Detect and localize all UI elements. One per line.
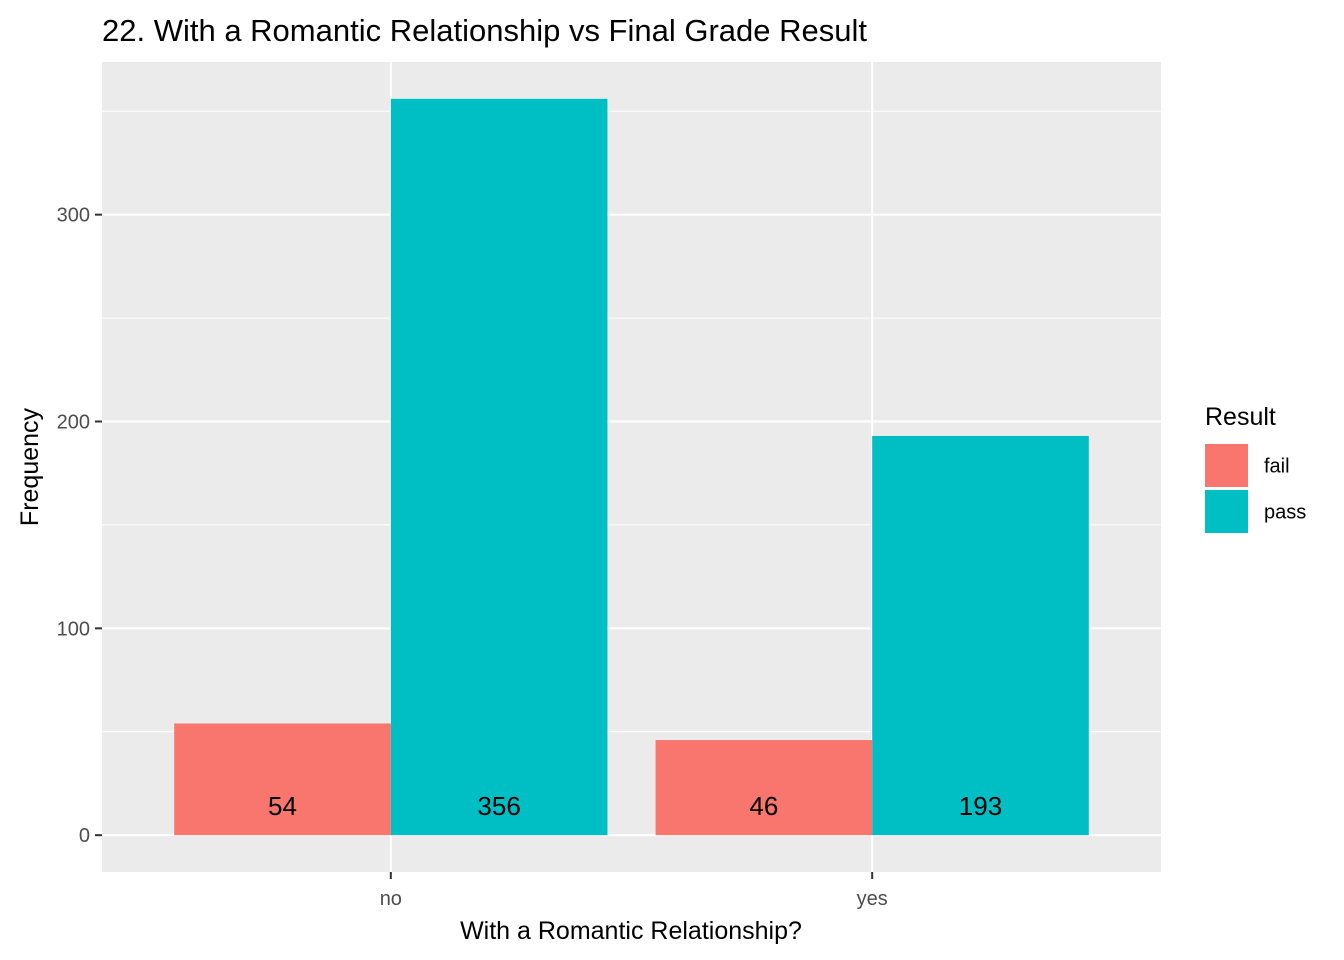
x-tick-label-no: no [380,888,402,910]
legend-key-fail [1205,444,1248,487]
y-tick-label: 0 [79,825,90,847]
x-axis-title: With a Romantic Relationship? [460,917,802,945]
y-axis: 0 100 200 300 [57,205,102,847]
x-axis: no yes [380,872,888,910]
y-tick-label: 300 [57,205,90,227]
bar-label-pass-yes: 193 [959,791,1002,821]
bar-label-fail-yes: 46 [749,791,778,821]
legend-label-fail: fail [1264,456,1290,478]
chart-title: 22. With a Romantic Relationship vs Fina… [102,13,867,48]
legend: Result fail pass [1205,403,1306,533]
bar-label-fail-no: 54 [268,791,297,821]
legend-title: Result [1205,403,1276,431]
bar-pass-yes [872,435,1089,836]
legend-key-pass [1205,490,1248,533]
bar-fail-no [174,723,391,836]
y-axis-title: Frequency [16,407,44,526]
y-tick-label: 200 [57,411,90,433]
x-tick-label-yes: yes [857,888,888,910]
bar-pass-no [390,98,608,836]
bar-label-pass-no: 356 [477,791,520,821]
legend-label-pass: pass [1264,502,1306,524]
bars [174,98,1089,836]
y-tick-label: 100 [57,618,90,640]
bar-fail-yes [655,740,873,836]
bar-labels: 54 356 46 193 [268,791,1002,821]
